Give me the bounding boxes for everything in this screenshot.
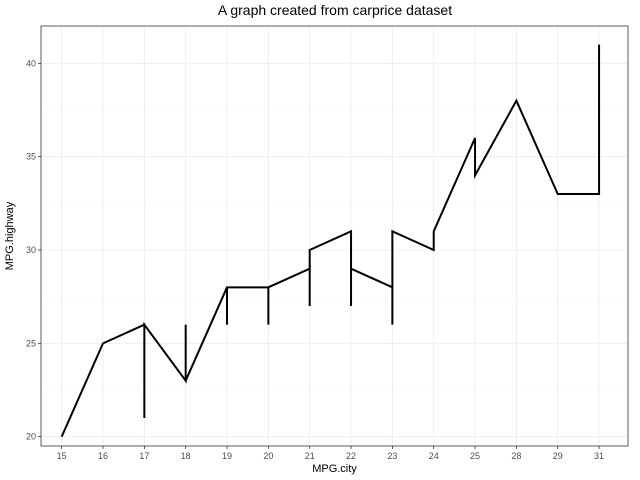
y-tick-label: 40 xyxy=(26,58,36,68)
x-axis-title: MPG.city xyxy=(312,463,357,475)
x-tick-label: 22 xyxy=(346,451,356,461)
x-tick-label: 16 xyxy=(98,451,108,461)
x-tick-label: 20 xyxy=(263,451,273,461)
x-tick-label: 15 xyxy=(57,451,67,461)
y-tick-label: 30 xyxy=(26,245,36,255)
series-line xyxy=(60,44,601,438)
panel-border xyxy=(40,25,629,447)
x-tick-label: 21 xyxy=(305,451,315,461)
x-tick-label: 31 xyxy=(594,451,604,461)
x-tick-label: 24 xyxy=(429,451,439,461)
x-tick-label: 25 xyxy=(470,451,480,461)
chart-title: A graph created from carprice dataset xyxy=(218,2,452,18)
y-tick-label: 25 xyxy=(26,338,36,348)
x-tick-label: 17 xyxy=(139,451,149,461)
y-tick-label: 35 xyxy=(26,152,36,162)
x-axis: 15 16 17 18 19 20 21 22 23 24 25 28 29 31 xyxy=(57,446,604,461)
x-tick-label: 29 xyxy=(553,451,563,461)
y-axis: 20 25 30 35 40 xyxy=(26,58,41,442)
x-tick-label: 28 xyxy=(511,451,521,461)
x-tick-label: 19 xyxy=(222,451,232,461)
x-tick-label: 23 xyxy=(387,451,397,461)
y-tick-label: 20 xyxy=(26,432,36,442)
grid-layer xyxy=(41,26,628,446)
y-axis-title: MPG.highway xyxy=(4,201,16,270)
series-layer xyxy=(60,44,601,438)
x-tick-label: 18 xyxy=(181,451,191,461)
